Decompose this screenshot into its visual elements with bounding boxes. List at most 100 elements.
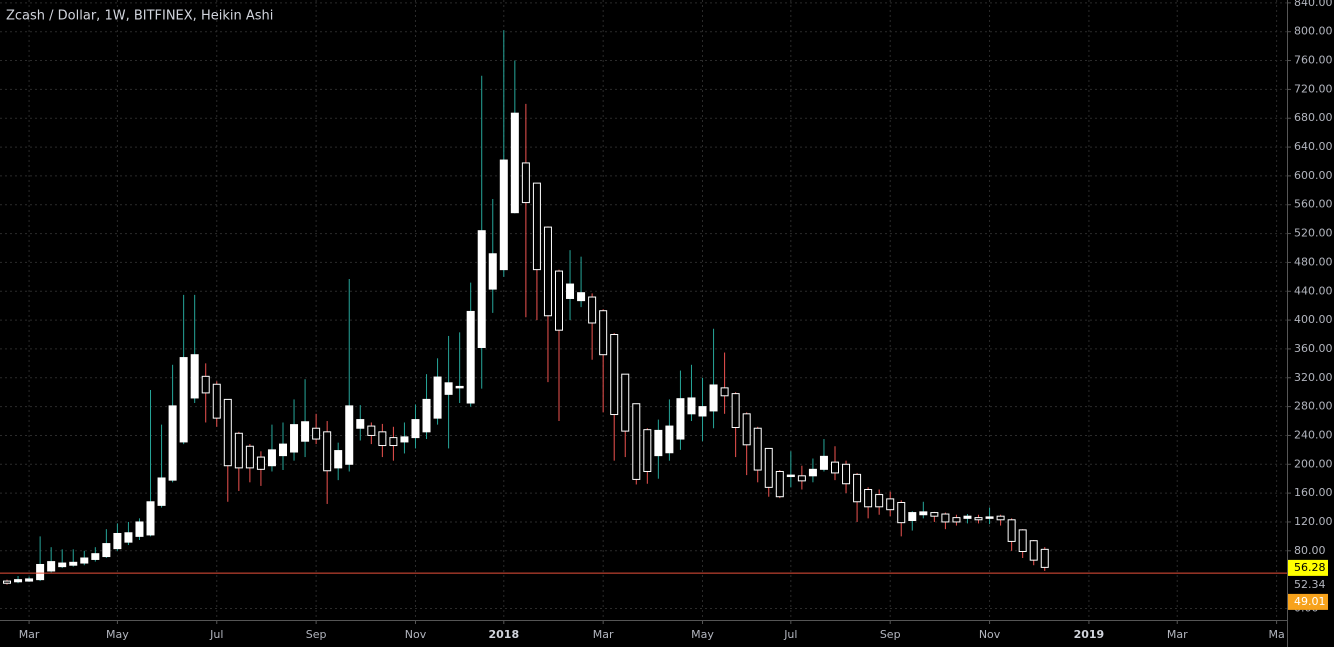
- price-label: 52.34: [1294, 578, 1326, 591]
- candle-body: [764, 447, 773, 488]
- candle-body: [543, 226, 552, 317]
- candle-body: [146, 501, 155, 536]
- x-tick-label: Mar: [593, 628, 614, 641]
- candle-body: [466, 310, 475, 404]
- y-tick-label: 520.00: [1294, 227, 1333, 240]
- candle-body: [1007, 519, 1016, 542]
- price-label: 56.28: [1294, 561, 1326, 574]
- candle-body: [698, 406, 707, 417]
- candle-body: [356, 419, 365, 429]
- x-tick-label: 2018: [488, 628, 519, 641]
- price-label: 49.01: [1294, 595, 1326, 608]
- candle-body: [985, 516, 994, 519]
- x-tick-label: Jul: [209, 628, 223, 641]
- y-tick-label: 560.00: [1294, 198, 1333, 211]
- candle-body: [720, 387, 729, 397]
- candle-body: [786, 474, 795, 478]
- candle-body: [532, 182, 541, 271]
- candle-body: [1029, 540, 1038, 561]
- candle-body: [709, 384, 718, 412]
- candle-body: [488, 253, 497, 290]
- candle-body: [245, 445, 254, 469]
- candle-body: [775, 470, 784, 498]
- candle-body: [301, 421, 310, 442]
- candle-body: [69, 561, 78, 566]
- y-tick-label: 600.00: [1294, 169, 1333, 182]
- candle-body: [179, 357, 188, 443]
- candle-body: [345, 405, 354, 465]
- x-tick-label: Mar: [1167, 628, 1188, 641]
- price-label-box: [1288, 576, 1328, 593]
- candle-body: [797, 475, 806, 482]
- candle-body: [610, 334, 619, 416]
- x-tick-label: Mar: [19, 628, 40, 641]
- candle-body: [334, 450, 343, 469]
- candles: [0, 30, 1287, 585]
- candle-body: [378, 431, 387, 447]
- candle-body: [919, 511, 928, 516]
- candle-body: [135, 521, 144, 537]
- y-tick-label: 840.00: [1294, 0, 1333, 9]
- candle-body: [455, 385, 464, 389]
- candle-body: [753, 427, 762, 471]
- candle-body: [963, 515, 972, 519]
- candle-body: [996, 515, 1005, 521]
- candle-body: [831, 461, 839, 474]
- y-tick-label: 280.00: [1294, 400, 1333, 413]
- candle-body: [422, 398, 431, 433]
- candle-body: [621, 373, 630, 432]
- y-tick-label: 120.00: [1294, 515, 1333, 528]
- candle-body: [864, 489, 873, 508]
- candle-body: [952, 517, 961, 523]
- y-tick-label: 360.00: [1294, 342, 1333, 355]
- candle-body: [510, 112, 519, 214]
- candle-body: [853, 473, 862, 503]
- candle-body: [433, 376, 442, 419]
- candle-body: [102, 543, 111, 558]
- candle-body: [599, 310, 608, 356]
- candle-body: [157, 477, 166, 506]
- candle-body: [113, 532, 122, 550]
- y-tick-label: 240.00: [1294, 428, 1333, 441]
- candle-body: [312, 427, 321, 440]
- candle-body: [632, 403, 641, 480]
- candle-body: [234, 432, 243, 469]
- price-label-box: [1288, 559, 1328, 576]
- candle-body: [842, 463, 851, 485]
- candle-body: [279, 443, 287, 457]
- y-tick-label: 400.00: [1294, 313, 1333, 326]
- candle-body: [36, 563, 45, 581]
- candle-body: [256, 456, 265, 470]
- x-tick-label: Sep: [880, 628, 901, 641]
- candle-body: [290, 424, 299, 453]
- candle-body: [941, 513, 950, 523]
- y-tick-label: 440.00: [1294, 284, 1333, 297]
- candle-body: [389, 437, 398, 447]
- y-tick-label: 720.00: [1294, 82, 1333, 95]
- candle-body: [400, 436, 409, 443]
- price-label-box: [1288, 593, 1328, 610]
- candle-body: [223, 398, 232, 467]
- candle-body: [499, 159, 508, 271]
- candle-body: [91, 553, 100, 560]
- axes: 0.0080.00120.00160.00200.00240.00280.003…: [19, 0, 1333, 641]
- candle-body: [25, 578, 34, 582]
- candle-body: [201, 375, 210, 394]
- candle-body: [665, 425, 674, 454]
- candle-body: [808, 468, 817, 477]
- candle-body: [1040, 548, 1049, 568]
- candle-body: [676, 398, 685, 440]
- candle-body: [124, 532, 133, 543]
- candle-body: [555, 270, 563, 331]
- candle-body: [577, 292, 586, 302]
- x-tick-label: May: [106, 628, 129, 641]
- candle-body: [588, 296, 597, 324]
- candle-body: [3, 580, 11, 584]
- x-tick-label: Sep: [306, 628, 327, 641]
- candle-body: [323, 431, 332, 472]
- y-tick-label: 640.00: [1294, 140, 1333, 153]
- candle-body: [411, 419, 420, 439]
- candle-body: [643, 429, 652, 472]
- candle-body: [687, 397, 696, 415]
